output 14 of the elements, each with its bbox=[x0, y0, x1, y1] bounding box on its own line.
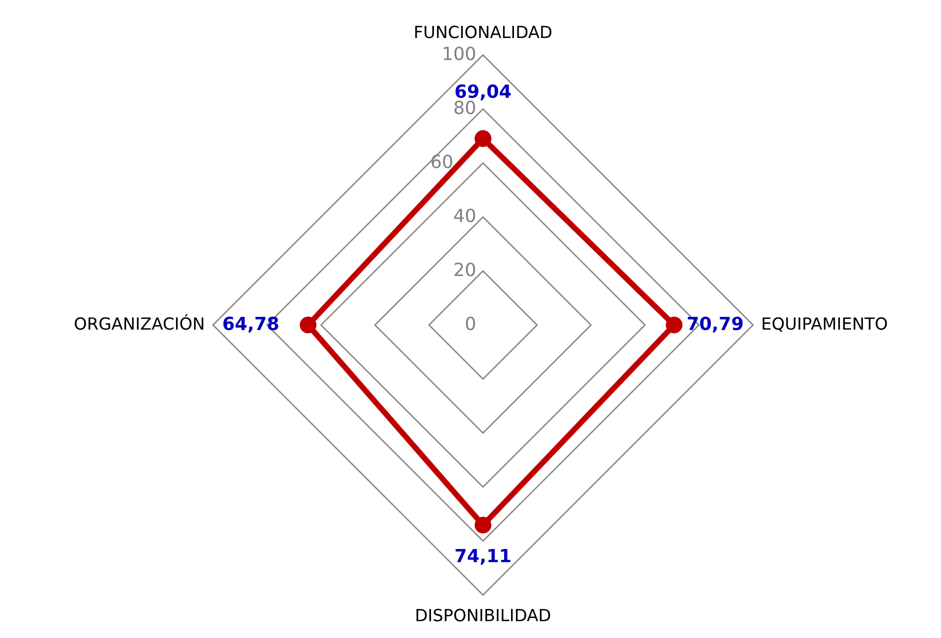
y-tick-label: 100 bbox=[444, 46, 476, 60]
data-label: 70,79 bbox=[688, 316, 743, 333]
y-tick-label: 20 bbox=[454, 262, 476, 276]
spoke-label: FUNCIONALIDAD bbox=[415, 26, 552, 38]
spoke-label: DISPONIBILIDAD bbox=[416, 608, 550, 622]
y-tick-label: 0 bbox=[466, 316, 476, 330]
y-tick-label: 40 bbox=[454, 208, 476, 222]
data-label: 69,04 bbox=[456, 84, 511, 100]
data-label: 74,11 bbox=[456, 549, 510, 565]
spoke-label: EQUIPAMIENTO bbox=[762, 317, 887, 332]
spoke-label: ORGANIZACIÓN bbox=[74, 314, 204, 330]
y-tick-label: 60 bbox=[432, 154, 452, 168]
data-label: 64,78 bbox=[223, 316, 278, 333]
y-tick-label: 80 bbox=[454, 100, 476, 114]
